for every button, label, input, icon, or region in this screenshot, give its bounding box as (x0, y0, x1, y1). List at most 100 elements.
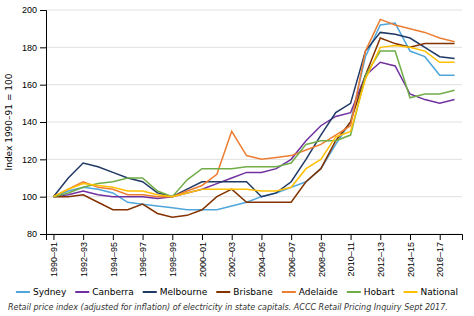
chart: Retail price index (adjusted for inflati… (0, 0, 474, 316)
y-tick: 180 (22, 43, 46, 53)
x-tick-mark (440, 234, 441, 240)
y-axis-title: Index 1990–91 = 100 (4, 73, 14, 170)
y-tick-label: 120 (22, 155, 37, 165)
x-tick: 1996–97 (138, 234, 148, 277)
grid-line (46, 159, 462, 160)
series-line (53, 32, 454, 196)
y-tick-mark (40, 10, 46, 11)
legend-item: Sydney (16, 287, 67, 297)
x-tick: 1992–93 (79, 234, 89, 277)
y-tick-label: 200 (22, 5, 37, 15)
grid-line (46, 47, 462, 48)
legend-swatch (75, 291, 89, 293)
x-tick: 2006–07 (287, 234, 297, 277)
legend-item: Hobart (347, 287, 395, 297)
y-tick-label: 140 (22, 117, 37, 127)
grid-line (46, 84, 462, 85)
y-tick-label: 80 (27, 229, 37, 239)
x-tick-label: 1990–91 (49, 242, 59, 277)
series-line (53, 23, 454, 210)
y-axis-line (40, 11, 47, 235)
x-tick-label: 1996–97 (138, 242, 148, 277)
x-tick: 2010–11 (346, 234, 356, 276)
legend-swatch (16, 291, 30, 293)
x-tick-label: 2004–05 (257, 242, 267, 277)
x-tick: 2002–03 (227, 234, 237, 277)
x-tick-mark (202, 234, 203, 240)
x-tick: 2012–13 (376, 234, 386, 277)
x-tick: 1994–95 (109, 234, 119, 277)
x-tick: 1990–91 (49, 234, 59, 277)
x-tick-mark (321, 234, 322, 240)
x-tick-label: 2010–11 (346, 242, 356, 276)
legend-item: Canberra (75, 287, 134, 297)
legend-label: Canberra (92, 287, 134, 297)
legend-item: Melbourne (143, 287, 208, 297)
legend-swatch (347, 291, 361, 293)
y-tick-label: 160 (22, 80, 37, 90)
caption: Retail price index (adjusted for inflati… (8, 303, 448, 312)
series-line (53, 38, 454, 217)
legend-swatch (404, 291, 418, 293)
y-tick: 200 (22, 5, 46, 15)
x-axis-line (47, 235, 463, 241)
legend-item: Brisbane (216, 287, 273, 297)
series-line (53, 51, 454, 197)
y-tick: 80 (27, 229, 46, 239)
legend-item: National (404, 287, 459, 297)
legend-label: Brisbane (233, 287, 273, 297)
legend-swatch (143, 291, 157, 293)
x-tick-mark (143, 234, 144, 240)
x-tick-label: 1992–93 (79, 242, 89, 277)
x-tick-label: 2012–13 (376, 242, 386, 277)
x-tick: 2004–05 (257, 234, 267, 277)
x-tick-label: 2008–09 (317, 242, 327, 277)
y-tick-mark (40, 159, 46, 160)
grid-line (46, 122, 462, 123)
y-tick-mark (40, 85, 46, 86)
grid-line (46, 10, 462, 11)
x-tick: 2014–15 (406, 234, 416, 277)
x-tick-mark (261, 234, 262, 240)
x-tick-label: 2014–15 (406, 242, 416, 277)
y-tick-mark (40, 234, 46, 235)
y-tick-label: 100 (22, 192, 37, 202)
x-tick-label: 1998–99 (168, 242, 178, 277)
x-tick-label: 2016–17 (435, 242, 445, 277)
x-tick: 1998–99 (168, 234, 178, 277)
x-tick-label: 2006–07 (287, 242, 297, 277)
legend-label: Adelaide (299, 287, 338, 297)
y-tick-mark (40, 122, 46, 123)
x-tick-mark (172, 234, 173, 240)
y-tick-mark (40, 197, 46, 198)
x-tick-mark (351, 234, 352, 240)
y-tick-label: 180 (22, 43, 37, 53)
x-tick-mark (232, 234, 233, 240)
x-tick-mark (83, 234, 84, 240)
series-line (53, 19, 454, 196)
series-line (53, 62, 454, 198)
x-tick-mark (113, 234, 114, 240)
legend-label: Hobart (364, 287, 395, 297)
x-tick-mark (291, 234, 292, 240)
x-tick: 2016–17 (435, 234, 445, 277)
y-tick-mark (40, 47, 46, 48)
legend: Sydney Canberra Melbourne Brisbane Adelaide H… (16, 287, 458, 297)
legend-label: Sydney (33, 287, 67, 297)
y-axis: 80 100 120 140 160 180 200 (22, 5, 47, 239)
x-axis: 1990–91 1992–93 1994–95 1996–97 1998–99 2000–… (47, 234, 463, 277)
x-tick-label: 1994–95 (109, 242, 119, 277)
y-tick: 120 (22, 155, 46, 165)
x-tick-mark (53, 234, 54, 240)
x-tick-label: 2000–01 (198, 242, 208, 277)
y-tick: 160 (22, 80, 46, 90)
x-tick-mark (380, 234, 381, 240)
x-tick: 2000–01 (198, 234, 208, 277)
series-line (53, 45, 454, 196)
plot: 1990–91 1992–93 1994–95 1996–97 1998–99 2000–… (22, 5, 463, 277)
legend-swatch (216, 291, 230, 293)
grid (46, 10, 462, 234)
legend-item: Adelaide (282, 287, 338, 297)
x-tick-label: 2002–03 (227, 242, 237, 277)
legend-swatch (282, 291, 296, 293)
